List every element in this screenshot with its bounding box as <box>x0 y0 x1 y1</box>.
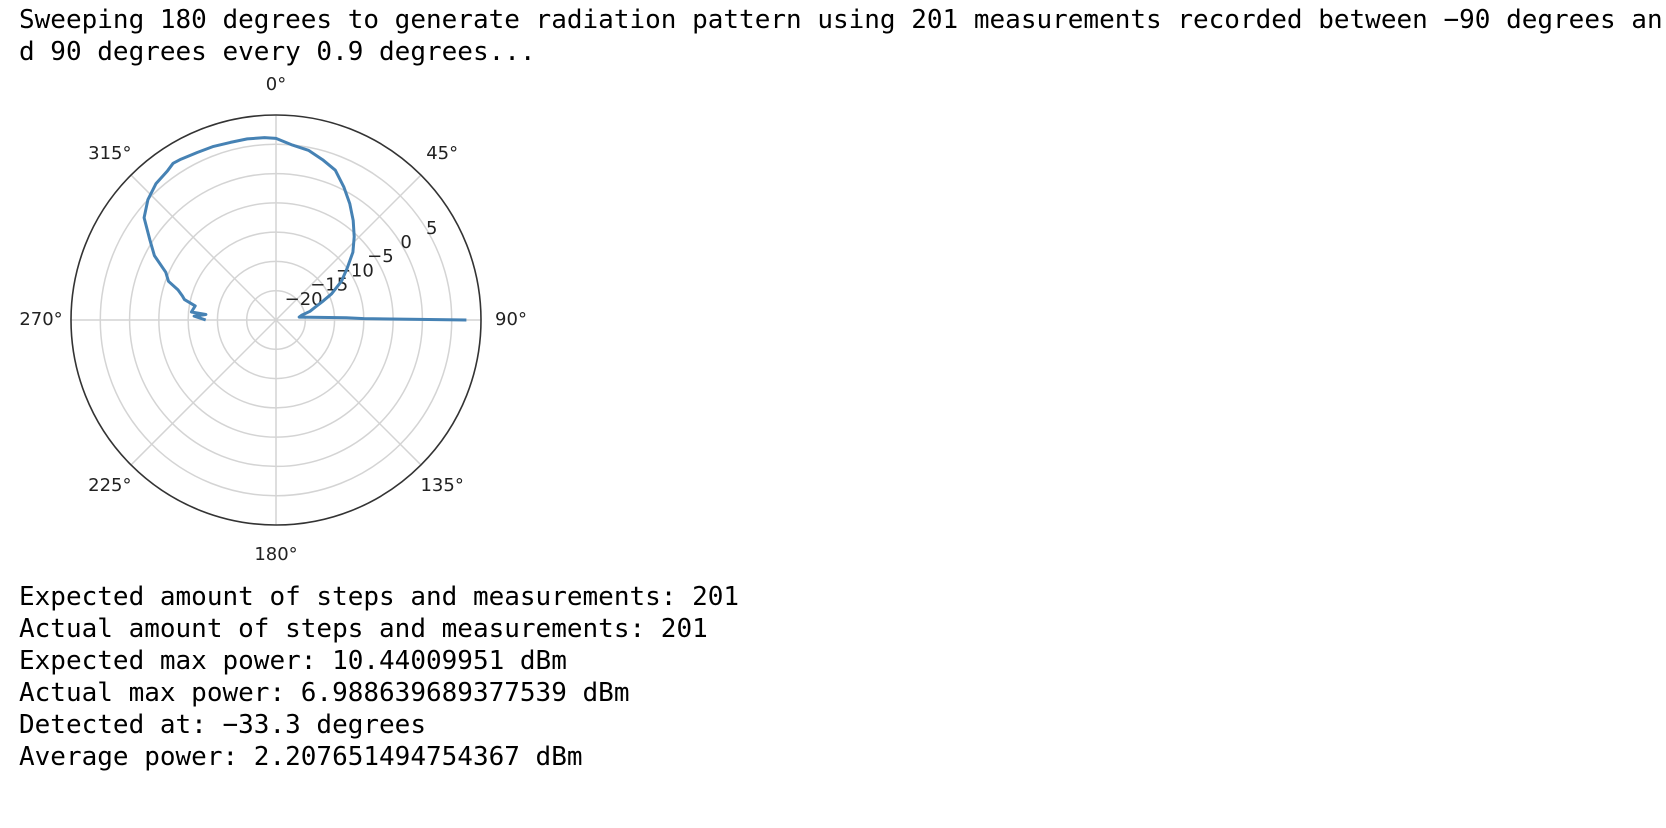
stat-expected-steps: Expected amount of steps and measurement… <box>19 582 740 612</box>
angle-tick-label-5: 225° <box>88 475 131 496</box>
stat-expected-max-power: Expected max power: 10.44009951 dBm <box>19 646 567 676</box>
radial-tick-label-5: 5 <box>426 218 437 239</box>
radial-tick-label-3: −5 <box>367 246 394 267</box>
angle-tick-label-2: 90° <box>495 309 527 330</box>
angle-tick-label-3: 135° <box>420 475 463 496</box>
stat-actual-steps: Actual amount of steps and measurements:… <box>19 614 708 644</box>
angle-gridline-3 <box>275 319 422 466</box>
stats-output: Expected amount of steps and measurement… <box>19 581 739 773</box>
radial-tick-label-4: 0 <box>400 232 411 253</box>
output-header-line-1: Sweeping 180 degrees to generate radiati… <box>19 5 1663 35</box>
radial-tick-label-0: −20 <box>285 289 323 310</box>
polar-frame <box>70 114 482 526</box>
series-line-0 <box>142 136 467 322</box>
angle-tick-label-4: 180° <box>254 544 297 565</box>
angle-tick-label-7: 315° <box>88 143 131 164</box>
polar-radiation-chart: 0°45°90°135°180°225°270°315°−20−15−10−50… <box>19 74 527 565</box>
stat-average-power: Average power: 2.207651494754367 dBm <box>19 742 583 772</box>
angle-gridline-7 <box>130 174 277 321</box>
stat-detected-at: Detected at: −33.3 degrees <box>19 710 426 740</box>
radial-tick-label-1: −15 <box>310 275 348 296</box>
angle-tick-label-0: 0° <box>266 74 286 95</box>
angle-tick-label-6: 270° <box>19 309 62 330</box>
angle-gridline-5 <box>130 319 277 466</box>
angle-tick-label-1: 45° <box>426 143 458 164</box>
output-header-line-2: d 90 degrees every 0.9 degrees... <box>19 37 536 67</box>
angle-gridline-1 <box>275 174 422 321</box>
stat-actual-max-power: Actual max power: 6.988639689377539 dBm <box>19 678 630 708</box>
